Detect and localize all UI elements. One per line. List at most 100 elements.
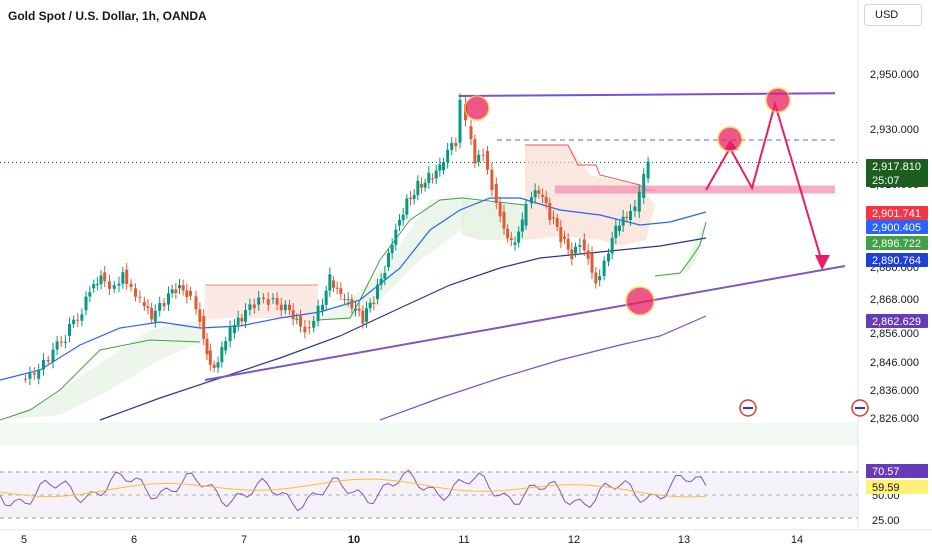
candle-body [637,191,641,212]
candle-body [458,99,462,143]
candle-body [586,250,590,259]
candle-body [517,231,521,243]
price-tag [866,206,928,220]
candle-body [614,225,618,238]
candle-body [427,172,431,183]
candle-body [324,290,328,305]
rsi-value-tag [866,464,928,478]
candle-body [248,304,252,311]
chart-title: Gold Spot / U.S. Dollar, 1h, OANDA [8,9,207,23]
currency-button[interactable]: USD [864,4,922,26]
candle-body [409,197,412,200]
candle-body [566,238,570,250]
candle-body [95,284,99,286]
candle-body [434,170,438,179]
candle-body [46,359,50,362]
candle-body [552,217,555,219]
candle-body [502,211,506,229]
candle-body [469,126,473,140]
candle-body [37,369,41,379]
candle-body [80,314,84,321]
candle-body [244,310,247,322]
projection-path [705,100,823,263]
candle-body [303,326,307,333]
candle-body [394,229,398,245]
candle-body [544,196,548,204]
price-tag-label: 2,896.722 [872,238,921,250]
candle-body [390,244,394,254]
candle-body [328,274,332,291]
candle-body [170,289,174,294]
time-tick-label: 7 [241,534,247,546]
price-tag-label: 2,900.405 [872,222,921,234]
pink-resistance-level [555,185,835,194]
pivot-circle-marker [464,95,490,121]
candle-body [481,154,485,156]
candle-body [646,161,650,179]
candle-body [621,216,625,226]
candle-body [486,151,489,170]
candle-body [174,289,178,294]
price-tag [866,159,928,187]
candle-body [41,359,45,370]
candle-body [590,253,594,273]
candle-body [387,253,390,267]
candle-body [142,301,146,307]
candle-body [401,214,405,220]
rsi-value-label: 70.57 [872,466,900,478]
candle-body [240,317,244,322]
candle-body [594,272,598,284]
candle-body [220,346,224,363]
candle-body [629,210,632,220]
candle-body [490,169,494,190]
candle-body [233,325,236,333]
candle-body [236,317,240,326]
candle-body [625,216,629,218]
candle-body [138,296,142,298]
candle-body [473,139,477,164]
candle-body [257,297,261,305]
candle-body [107,281,111,289]
price-tag-label: 2,917.810 [872,161,921,173]
time-tick-label: 11 [458,534,469,546]
candle-body [383,272,387,279]
bullish-zone [0,320,205,420]
candle-body [261,297,265,300]
bullish-zone [318,195,470,320]
price-tick-label: 2,950.000 [870,69,919,81]
candle-body [582,239,586,251]
time-tick-label: 10 [348,534,360,546]
candle-body [208,350,212,365]
candle-body [570,249,574,260]
price-tick-label: 2,868.000 [870,294,919,306]
candle-body [494,184,498,204]
candle-body [59,341,63,343]
candle-body [271,298,275,300]
candle-body [335,287,339,289]
pivot-circle-marker [625,286,655,316]
candle-body [350,299,354,309]
candle-body [541,195,544,197]
candle-body [88,292,92,297]
candle-body [524,203,528,226]
candle-body [598,276,602,281]
candle-body [530,197,533,204]
candle-body [212,364,216,368]
candle-body [368,302,372,309]
candle-body [332,280,335,288]
candle-body [103,272,107,282]
candle-body [92,284,96,289]
candle-body [72,319,76,325]
candle-body [376,284,379,299]
candles [24,93,650,386]
rsi-sma-line [0,478,707,498]
candle-body [32,373,36,375]
rsi-sma-tag [866,480,928,494]
candle-body [316,305,320,322]
candle-body [189,291,192,296]
supertrend-green [0,339,201,421]
candle-body [607,253,610,262]
candle-body [559,226,563,242]
candle-body [181,285,185,291]
